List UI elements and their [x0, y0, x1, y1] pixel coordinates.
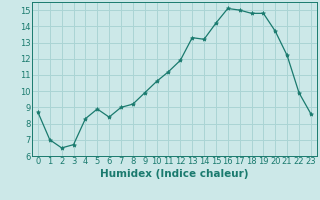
X-axis label: Humidex (Indice chaleur): Humidex (Indice chaleur): [100, 169, 249, 179]
